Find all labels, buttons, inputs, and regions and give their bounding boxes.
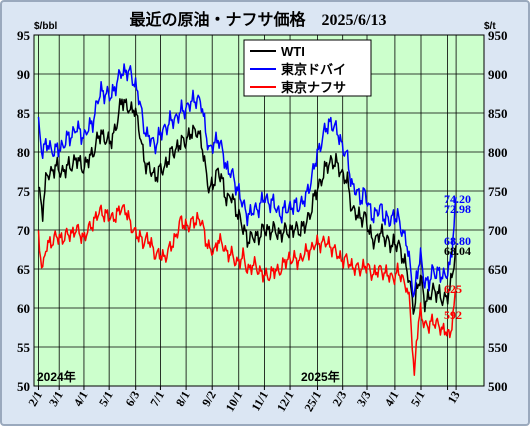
left-tick-label: 55 bbox=[17, 340, 31, 355]
x-tick-label: 10/1 bbox=[223, 389, 246, 414]
left-tick-label: 50 bbox=[17, 379, 30, 394]
end-label-wti-price: 68.04 bbox=[444, 244, 471, 258]
x-tick-label: 4/1 bbox=[382, 389, 402, 409]
right-tick-label: 750 bbox=[488, 184, 508, 199]
end-label-naphtha-price: 625 bbox=[444, 282, 462, 296]
x-tick-label: 4/1 bbox=[71, 389, 91, 409]
year-label-2025: 2025年 bbox=[301, 369, 340, 384]
x-tick-label: 2/3 bbox=[330, 389, 350, 409]
left-tick-label: 60 bbox=[17, 301, 30, 316]
year-label-2024: 2024年 bbox=[37, 369, 76, 384]
left-tick-label: 75 bbox=[17, 184, 31, 199]
right-tick-label: 800 bbox=[488, 145, 508, 160]
right-tick-label: 650 bbox=[488, 262, 508, 277]
end-label-dubai-prev: 68.80 bbox=[444, 234, 471, 248]
series-line-wti bbox=[38, 98, 457, 315]
x-tick-label: 5/1 bbox=[408, 389, 428, 409]
x-tick-label: 3/3 bbox=[354, 389, 374, 409]
right-tick-label: 700 bbox=[488, 223, 508, 238]
x-tick-label: 7/1 bbox=[147, 389, 167, 409]
legend-label-wti: WTI bbox=[281, 44, 305, 59]
left-tick-label: 90 bbox=[17, 67, 30, 82]
x-tick-label: 5/1 bbox=[96, 389, 116, 409]
left-tick-label: 95 bbox=[17, 28, 31, 43]
right-tick-label: 550 bbox=[488, 340, 508, 355]
legend-label-dubai: 東京ドバイ bbox=[281, 62, 346, 77]
x-tick-label: 12/1 bbox=[274, 389, 297, 414]
x-tick-label: 9/2 bbox=[199, 389, 219, 409]
right-tick-label: 900 bbox=[488, 67, 508, 82]
x-tick-label: 25/1 bbox=[301, 389, 324, 414]
left-tick-label: 85 bbox=[17, 106, 31, 121]
series-line-dubai bbox=[37, 63, 457, 298]
legend-label-naphtha: 東京ナフサ bbox=[281, 80, 346, 95]
x-tick-label: 13 bbox=[445, 389, 463, 406]
chart-title: 最近の原油・ナフサ価格 2025/6/13 bbox=[130, 10, 387, 29]
left-tick-label: 70 bbox=[17, 223, 30, 238]
end-label-wti-prev: 72.98 bbox=[444, 202, 471, 216]
end-label-dubai-price: 74.20 bbox=[444, 192, 471, 206]
series-line-naphtha bbox=[37, 204, 457, 376]
x-tick-label: 3/1 bbox=[46, 389, 66, 409]
right-tick-label: 950 bbox=[488, 28, 508, 43]
left-tick-label: 65 bbox=[17, 262, 31, 277]
right-tick-label: 600 bbox=[488, 301, 508, 316]
plot-border bbox=[33, 34, 485, 387]
x-tick-label: 2/1 bbox=[25, 389, 45, 409]
right-axis-unit: $/t bbox=[484, 21, 496, 32]
x-tick-label: 11/1 bbox=[249, 389, 271, 414]
right-tick-label: 500 bbox=[488, 379, 508, 394]
left-tick-label: 80 bbox=[17, 145, 30, 160]
right-tick-label: 850 bbox=[488, 106, 508, 121]
x-tick-label: 6/3 bbox=[123, 389, 143, 409]
left-axis-unit: $/bbl bbox=[34, 21, 58, 32]
legend: WTI 東京ドバイ 東京ナフサ bbox=[243, 39, 372, 97]
x-tick-label: 8/1 bbox=[173, 389, 193, 409]
end-label-naphtha-prev: 592 bbox=[444, 308, 462, 322]
